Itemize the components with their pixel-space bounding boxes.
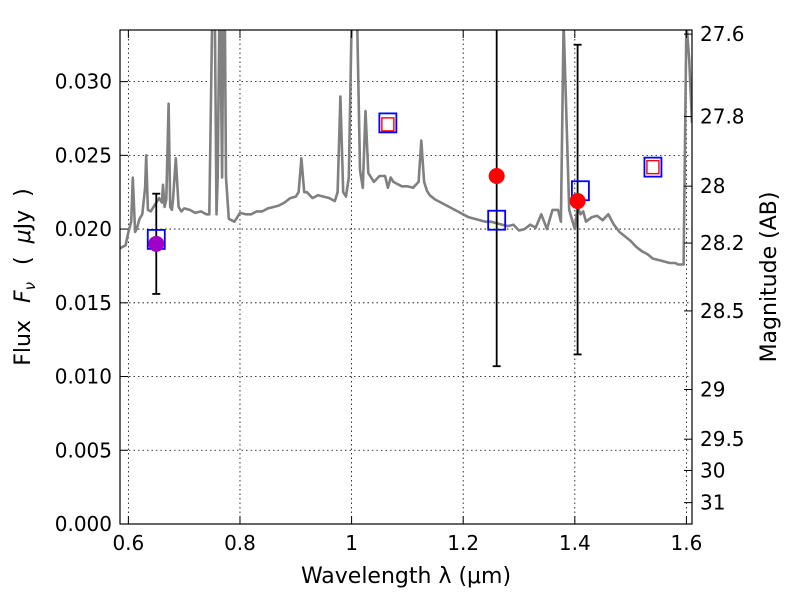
synthetic-square-red bbox=[646, 159, 660, 175]
x-tick-label: 0.8 bbox=[224, 531, 256, 555]
y-tick-label: 0.015 bbox=[55, 291, 112, 315]
synthetic-square-blue bbox=[643, 156, 663, 178]
tick-labels: 0.6 0.8 1 1.2 1.4 1.6 0.000 0.005 0.010 0.015 0.02… bbox=[55, 22, 745, 555]
observed-point bbox=[488, 167, 505, 184]
y2-tick-label: 27.6 bbox=[700, 22, 745, 46]
x-tick-label: 1 bbox=[345, 531, 358, 555]
x-tick-label: 1.6 bbox=[671, 531, 703, 555]
model-spectrum-line bbox=[120, 30, 692, 266]
x-tick-label: 0.6 bbox=[112, 531, 144, 555]
markers bbox=[146, 112, 663, 252]
y-axis-title: Flux Fν ( μJy ) bbox=[11, 188, 41, 365]
y2-tick-label: 28.5 bbox=[700, 299, 745, 323]
y-tick-label: 0.030 bbox=[55, 70, 112, 94]
synthetic-square-blue bbox=[378, 112, 398, 134]
plot-area bbox=[120, 30, 692, 266]
y2-tick-label: 29 bbox=[700, 378, 725, 402]
y-tick-label: 0.010 bbox=[55, 365, 112, 389]
y2-tick-label: 28.2 bbox=[700, 231, 745, 255]
x-axis-title: Wavelength λ (μm) bbox=[301, 564, 511, 589]
x-tick-label: 1.4 bbox=[559, 531, 591, 555]
y2-tick-label: 30 bbox=[700, 458, 725, 482]
ticks bbox=[120, 30, 692, 525]
y-tick-label: 0.020 bbox=[55, 217, 112, 241]
y2-tick-label: 28 bbox=[700, 174, 725, 198]
y-tick-label: 0.005 bbox=[55, 438, 112, 462]
observed-point bbox=[569, 193, 586, 210]
synthetic-square-blue bbox=[487, 209, 507, 231]
y2-tick-label: 29.5 bbox=[700, 427, 745, 451]
y-tick-label: 0.000 bbox=[55, 512, 112, 536]
synthetic-square-red bbox=[381, 117, 395, 132]
plot-frame bbox=[119, 29, 693, 525]
y2-tick-label: 27.8 bbox=[700, 105, 745, 129]
x-tick-label: 1.2 bbox=[447, 531, 479, 555]
right-axis-title: Magnitude (AB) bbox=[757, 192, 782, 363]
observed-point bbox=[148, 235, 165, 252]
y-tick-label: 0.025 bbox=[55, 143, 112, 167]
y2-tick-label: 31 bbox=[700, 491, 725, 515]
